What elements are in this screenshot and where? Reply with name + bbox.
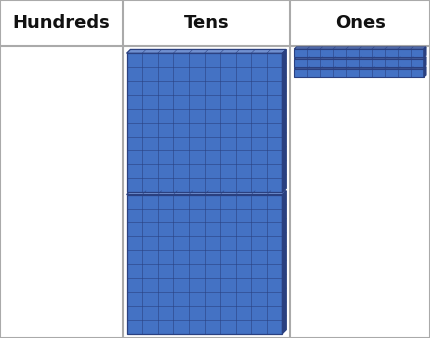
- Polygon shape: [126, 191, 286, 195]
- Polygon shape: [126, 49, 286, 53]
- Polygon shape: [294, 47, 426, 49]
- Polygon shape: [283, 49, 286, 192]
- Polygon shape: [424, 67, 426, 77]
- Text: Hundreds: Hundreds: [12, 14, 110, 32]
- Text: Ones: Ones: [335, 14, 386, 32]
- Polygon shape: [283, 191, 286, 334]
- Polygon shape: [424, 57, 426, 67]
- Bar: [294, 69, 424, 77]
- Text: Tens: Tens: [184, 14, 229, 32]
- Bar: [294, 59, 424, 67]
- Bar: [126, 195, 283, 334]
- Polygon shape: [294, 67, 426, 69]
- Bar: [294, 49, 424, 57]
- Bar: [126, 53, 283, 192]
- Polygon shape: [294, 57, 426, 59]
- Polygon shape: [424, 47, 426, 57]
